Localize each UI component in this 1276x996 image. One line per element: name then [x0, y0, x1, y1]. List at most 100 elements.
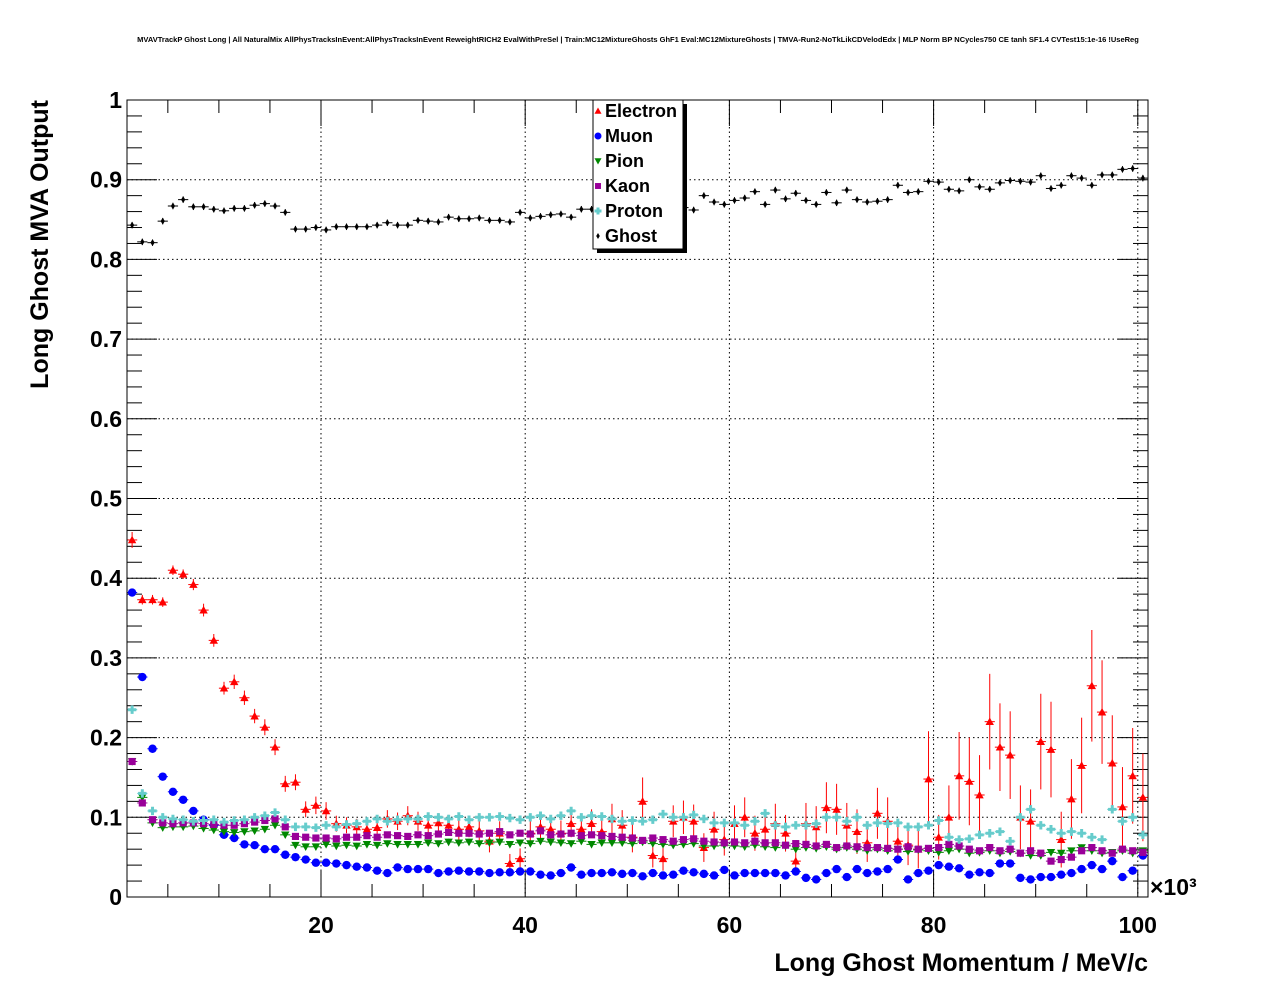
- data-point: [965, 777, 974, 785]
- data-point: [293, 225, 298, 233]
- data-point: [628, 816, 637, 825]
- data-point: [1130, 165, 1135, 173]
- series-muon: [127, 588, 1148, 884]
- data-point: [148, 816, 157, 824]
- data-point: [822, 840, 830, 848]
- data-point: [495, 838, 504, 847]
- data-point: [413, 814, 423, 824]
- data-point: [1005, 859, 1015, 868]
- data-point: [936, 178, 941, 186]
- data-point: [750, 868, 760, 878]
- data-point: [372, 841, 382, 850]
- data-point: [587, 811, 596, 820]
- data-point: [526, 813, 535, 822]
- data-point: [311, 858, 321, 867]
- data-point: [689, 817, 698, 825]
- data-point: [607, 839, 617, 848]
- data-point: [485, 829, 494, 837]
- data-point: [487, 216, 492, 224]
- data-point: [230, 821, 238, 829]
- data-point: [1016, 813, 1025, 822]
- data-point: [1057, 829, 1066, 838]
- data-point: [495, 868, 504, 877]
- data-point: [475, 813, 484, 822]
- data-point: [649, 834, 657, 842]
- data-point: [127, 705, 137, 714]
- y-tick-label: 0.8: [90, 246, 122, 272]
- data-point: [393, 863, 402, 872]
- data-point: [291, 832, 300, 840]
- data-point: [740, 868, 749, 878]
- data-point: [556, 868, 566, 878]
- data-point: [181, 196, 186, 204]
- data-point: [281, 815, 290, 824]
- data-point: [332, 859, 341, 868]
- data-point: [219, 683, 229, 692]
- data-point: [577, 832, 585, 840]
- data-point: [352, 862, 361, 871]
- data-point: [362, 825, 372, 833]
- data-point: [720, 839, 728, 847]
- data-point: [822, 803, 831, 812]
- data-point: [791, 867, 800, 876]
- data-point: [168, 814, 178, 824]
- data-point: [811, 819, 821, 828]
- data-point: [130, 221, 135, 229]
- data-point: [711, 198, 717, 206]
- data-point: [1087, 860, 1097, 870]
- data-point: [720, 818, 729, 828]
- data-point: [781, 871, 790, 880]
- data-point: [454, 839, 464, 848]
- data-point: [444, 838, 453, 847]
- data-point: [352, 842, 361, 851]
- data-point: [1097, 835, 1107, 844]
- data-point: [250, 813, 259, 822]
- data-point: [158, 813, 167, 822]
- data-point: [252, 201, 257, 209]
- data-point: [1006, 845, 1014, 853]
- data-point: [169, 820, 177, 828]
- data-point: [385, 219, 390, 227]
- data-point: [158, 597, 167, 606]
- data-point: [924, 844, 933, 852]
- data-point: [138, 794, 147, 802]
- data-point: [985, 829, 994, 838]
- data-point: [639, 836, 647, 844]
- data-point: [230, 677, 239, 686]
- data-point: [221, 207, 227, 215]
- data-point: [475, 867, 484, 876]
- data-point: [873, 844, 882, 852]
- data-point: [240, 693, 249, 702]
- data-point: [260, 825, 270, 834]
- legend-marker-proton: [594, 207, 602, 215]
- data-point: [844, 186, 849, 194]
- data-point: [446, 213, 451, 221]
- data-point: [1118, 845, 1127, 853]
- data-point: [783, 195, 788, 203]
- data-point: [311, 823, 321, 832]
- data-point: [1089, 181, 1094, 189]
- data-point: [160, 217, 165, 225]
- data-point: [230, 833, 239, 843]
- data-point: [771, 839, 779, 847]
- data-point: [954, 835, 964, 844]
- data-point: [1088, 844, 1096, 852]
- data-point: [1129, 847, 1137, 855]
- data-point: [261, 816, 269, 825]
- data-point: [321, 821, 331, 830]
- data-point: [189, 817, 198, 826]
- data-point: [270, 844, 280, 854]
- data-point: [403, 814, 412, 824]
- data-point: [638, 817, 647, 826]
- data-point: [403, 841, 412, 849]
- data-point: [569, 213, 574, 221]
- data-point: [801, 821, 811, 830]
- data-point: [607, 814, 617, 824]
- data-point: [291, 852, 300, 862]
- data-point: [546, 814, 555, 824]
- data-point: [607, 868, 617, 877]
- y-tick-label: 0.2: [90, 725, 122, 751]
- data-point: [138, 672, 147, 682]
- series-proton: [127, 705, 1148, 846]
- data-point: [985, 868, 994, 878]
